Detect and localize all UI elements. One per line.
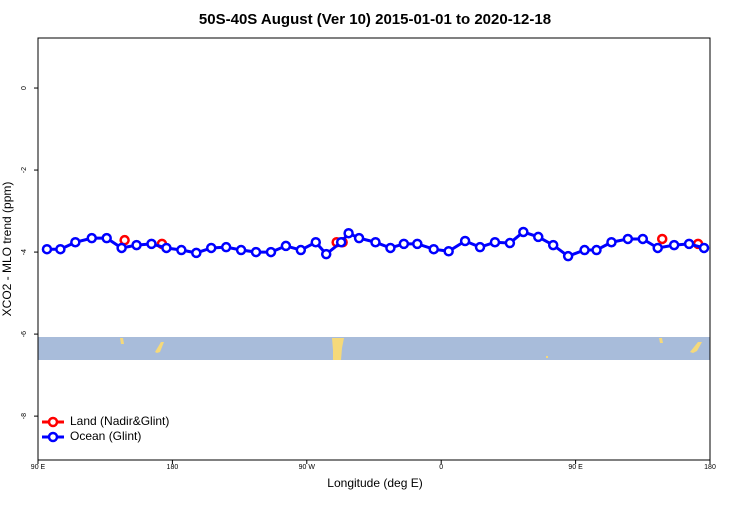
y-tick-label: -6 [21, 331, 28, 337]
data-point [504, 237, 516, 249]
plot-frame [37, 37, 711, 461]
data-point [385, 242, 396, 254]
data-point [622, 233, 634, 245]
y-tick-label: -4 [21, 249, 28, 255]
land-mask-strip [38, 337, 710, 360]
data-point [656, 233, 668, 245]
data-point [116, 242, 127, 254]
data-point [370, 236, 381, 248]
data-point [343, 227, 354, 239]
x-tick-label: 90 E [31, 464, 46, 471]
x-tick-label: 180 [704, 464, 716, 471]
data-point [443, 246, 454, 257]
data-point [101, 232, 112, 244]
data-point [562, 250, 574, 262]
chart-title: 50S-40S August (Ver 10) 2015-01-01 to 20… [199, 11, 551, 28]
legend-marker [47, 416, 59, 428]
legend-label: Ocean (Glint) [70, 429, 141, 443]
data-point [191, 247, 202, 259]
data-point [131, 239, 142, 251]
data-point [428, 243, 439, 255]
data-point [652, 242, 663, 254]
legend: Land (Nadir&Glint)Ocean (Glint) [42, 414, 169, 443]
land-shapes [120, 338, 702, 360]
data-point [398, 238, 410, 250]
data-point [683, 238, 695, 250]
data-point [41, 243, 53, 255]
data-point [310, 236, 322, 248]
data-point [235, 244, 247, 256]
data-point [668, 239, 680, 251]
data-point [55, 243, 66, 255]
data-point [547, 239, 559, 251]
data-point [280, 240, 292, 252]
legend-marker [47, 431, 59, 443]
data-point [295, 244, 307, 256]
data-point [606, 236, 617, 248]
data-point [146, 238, 157, 250]
data-point [335, 236, 347, 248]
data-point [698, 242, 710, 254]
data-point [161, 242, 172, 254]
y-tick-label: -2 [21, 167, 28, 173]
data-point [489, 236, 501, 248]
data-point [474, 241, 486, 253]
x-tick-label: 90 W [299, 464, 316, 471]
data-point [205, 242, 217, 254]
data-point [591, 244, 602, 256]
x-tick-label: 90 E [568, 464, 583, 471]
x-tick-label: 180 [167, 464, 179, 471]
legend-label: Land (Nadir&Glint) [70, 414, 169, 428]
series-line [46, 230, 705, 258]
data-point [353, 232, 365, 244]
data-point [518, 226, 529, 238]
data-point [533, 231, 544, 243]
x-axis-label: Longitude (deg E) [327, 476, 422, 490]
data-point [176, 244, 187, 256]
data-point [70, 236, 81, 248]
data-point [86, 232, 98, 244]
data-point [265, 246, 277, 258]
x-tick-label: 0 [439, 464, 443, 471]
data-point [220, 241, 232, 253]
data-point [459, 235, 471, 247]
data-point [320, 248, 332, 260]
y-axis-label: XCO2 - MLO trend (ppm) [0, 182, 14, 317]
y-tick-label: -8 [21, 413, 28, 419]
y-tick-label: 0 [21, 86, 28, 90]
data-point [250, 246, 262, 258]
data-point [637, 233, 649, 245]
data-point [579, 244, 590, 256]
data-point [412, 238, 423, 250]
